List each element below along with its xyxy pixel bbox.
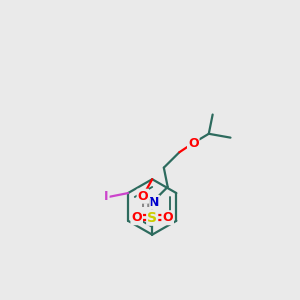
Text: O: O [188, 136, 199, 149]
Text: H: H [141, 199, 150, 209]
Text: N: N [148, 196, 159, 209]
Text: O: O [138, 190, 148, 203]
Text: S: S [147, 211, 157, 225]
Text: O: O [162, 211, 173, 224]
Text: I: I [104, 190, 109, 203]
Text: O: O [131, 211, 142, 224]
